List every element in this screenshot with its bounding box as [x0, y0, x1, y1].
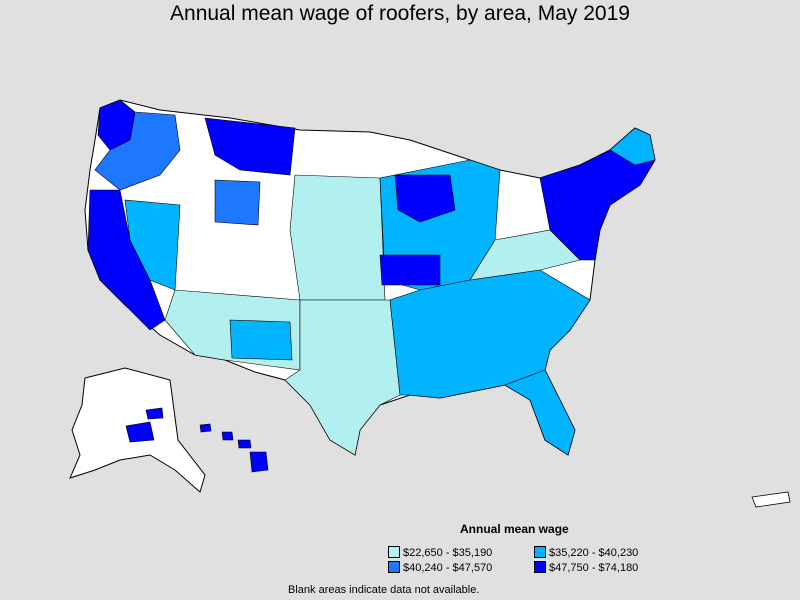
legend-swatch	[388, 546, 400, 558]
legend-label: $22,650 - $35,190	[403, 547, 493, 559]
legend-item-1: $22,650 - $35,190	[388, 546, 492, 560]
region-pacific-coast	[87, 189, 166, 331]
legend-label: $40,240 - $47,570	[403, 562, 493, 574]
legend-swatch	[388, 561, 400, 573]
region-texas	[284, 299, 401, 456]
region-wyoming	[214, 179, 261, 226]
region-new-mexico	[229, 319, 293, 361]
puerto-rico	[751, 491, 791, 508]
legend-swatch	[534, 546, 546, 558]
region-great-plains	[289, 174, 386, 301]
legend-label: $35,220 - $40,230	[549, 547, 639, 559]
legend-swatch	[534, 561, 546, 573]
legend-item-4: $47,750 - $74,180	[534, 561, 638, 575]
hawaii-island-3	[237, 439, 252, 449]
region-anchorage	[125, 421, 155, 443]
hawaii-island-1	[199, 423, 212, 433]
footnote: Blank areas indicate data not available.	[288, 584, 480, 596]
region-northwest-inland	[94, 111, 181, 191]
region-montana	[204, 117, 296, 176]
region-missouri	[379, 254, 441, 286]
region-new-england-north	[609, 127, 656, 166]
region-nevada	[124, 199, 181, 291]
legend-item-2: $35,220 - $40,230	[534, 546, 638, 560]
legend-label: $47,750 - $74,180	[549, 562, 639, 574]
hawaii-big-island	[249, 451, 269, 473]
map-title: Annual mean wage of roofers, by area, Ma…	[170, 2, 630, 25]
hawaii-island-2	[221, 431, 234, 441]
region-florida	[504, 369, 576, 456]
region-appalachia	[469, 229, 581, 281]
region-chicago	[394, 174, 456, 223]
region-alaska-south	[145, 407, 164, 420]
legend-title: Annual mean wage	[460, 522, 569, 536]
legend-item-3: $40,240 - $47,570	[388, 561, 492, 575]
